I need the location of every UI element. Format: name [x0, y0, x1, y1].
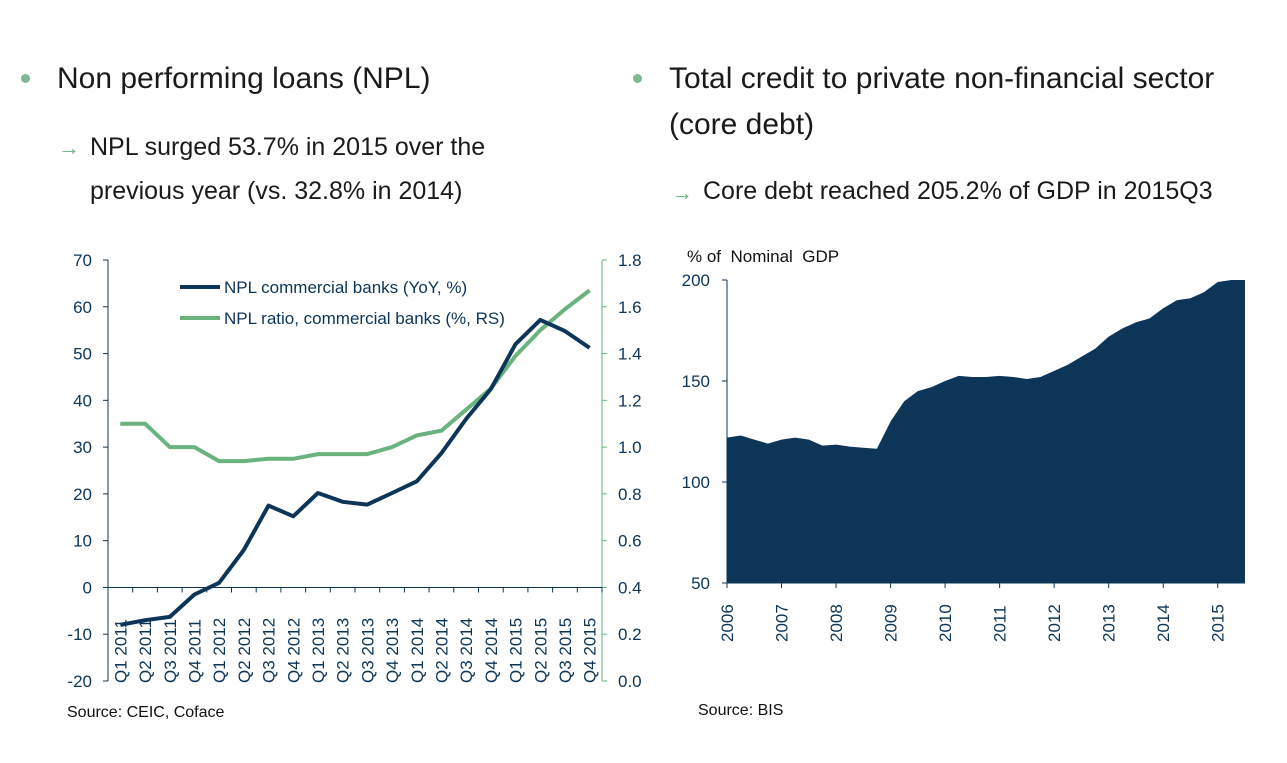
- right-source: Source: BIS: [698, 702, 784, 719]
- series-line-npl-ratio: [120, 288, 591, 464]
- green-dot-icon: [633, 74, 642, 83]
- x-tick-label: Q2 2014: [432, 618, 451, 683]
- y-axis-title: % of Nominal GDP: [687, 247, 839, 266]
- x-tick-label: Q4 2012: [284, 618, 303, 683]
- x-tick-label: Q2 2011: [136, 619, 155, 683]
- left-y-tick-label: 60: [73, 298, 92, 317]
- x-tick-label: Q3 2015: [556, 618, 575, 683]
- y-tick-label: 150: [682, 372, 710, 391]
- left-sub-line1: NPL surged 53.7% in 2015 over the: [90, 133, 486, 161]
- right-y-tick-label: 0.4: [618, 578, 642, 597]
- left-source: Source: CEIC, Coface: [67, 704, 225, 721]
- left-y-tick-label: 10: [73, 532, 92, 551]
- x-tick-label: Q1 2015: [507, 618, 526, 683]
- right-y-tick-label: 1.8: [618, 251, 642, 270]
- right-y-tick-label: 1.6: [618, 298, 642, 317]
- x-tick-label: Q3 2011: [161, 619, 180, 683]
- x-tick-label: Q1 2012: [210, 618, 229, 683]
- x-tick-label: 2006: [718, 604, 737, 642]
- legend-label-npl-ratio: NPL ratio, commercial banks (%, RS): [224, 309, 505, 328]
- x-tick-label: 2013: [1100, 604, 1119, 642]
- x-tick-label: Q4 2011: [185, 619, 204, 683]
- left-y-tick-label: 0: [83, 578, 92, 597]
- right-sub-line1: Core debt reached 205.2% of GDP in 2015Q…: [703, 177, 1213, 205]
- x-tick-label: 2015: [1209, 604, 1228, 642]
- right-y-tick-label: 0.2: [618, 625, 642, 644]
- x-tick-label: Q4 2014: [482, 618, 501, 683]
- right-y-tick-label: 1.4: [618, 345, 642, 364]
- left-y-tick-label: -20: [67, 672, 92, 691]
- arrow-right-icon: →: [58, 135, 80, 160]
- x-tick-label: Q1 2013: [309, 618, 328, 683]
- x-tick-label: Q4 2015: [581, 618, 600, 683]
- x-tick-label: 2014: [1154, 604, 1173, 642]
- x-tick-label: Q3 2014: [457, 618, 476, 683]
- x-tick-label: Q1 2011: [111, 619, 130, 683]
- x-tick-label: Q2 2015: [531, 618, 550, 683]
- arrow-right-icon: →: [671, 180, 693, 205]
- left-y-tick-label: 40: [73, 391, 92, 410]
- x-tick-label: Q3 2013: [358, 618, 377, 683]
- y-tick-label: 100: [682, 473, 710, 492]
- core-debt-area: [727, 280, 1245, 583]
- x-tick-label: Q1 2014: [408, 618, 427, 683]
- green-dot-icon: [21, 74, 30, 83]
- x-tick-label: Q2 2013: [334, 618, 353, 683]
- left-y-tick-label: 70: [73, 251, 92, 270]
- left-sub-line2: previous year (vs. 32.8% in 2014): [90, 177, 463, 205]
- x-tick-label: 2010: [936, 604, 955, 642]
- right-y-tick-label: 1.0: [618, 438, 642, 457]
- x-tick-label: Q3 2012: [260, 618, 279, 683]
- x-tick-label: 2011: [991, 605, 1010, 642]
- left-y-tick-label: 20: [73, 485, 92, 504]
- y-tick-label: 200: [682, 271, 710, 290]
- y-tick-label: 50: [691, 574, 710, 593]
- right-y-tick-label: 0.6: [618, 532, 642, 551]
- left-y-tick-label: 30: [73, 438, 92, 457]
- right-y-tick-label: 1.2: [618, 391, 642, 410]
- x-tick-label: 2008: [827, 604, 846, 642]
- series-line-npl-yoy: [119, 317, 591, 627]
- legend-label-npl-yoy: NPL commercial banks (YoY, %): [224, 278, 467, 297]
- x-tick-label: Q2 2012: [235, 618, 254, 683]
- left-y-tick-label: -10: [67, 625, 92, 644]
- left-heading: Non performing loans (NPL): [57, 62, 431, 95]
- right-y-tick-label: 0.8: [618, 485, 642, 504]
- right-heading-line2: (core debt): [669, 108, 815, 141]
- x-tick-label: 2012: [1045, 604, 1064, 642]
- x-tick-label: 2009: [882, 604, 901, 642]
- x-tick-label: 2007: [773, 604, 792, 642]
- x-tick-label: Q4 2013: [383, 618, 402, 683]
- right-y-tick-label: 0.0: [618, 672, 642, 691]
- right-heading-line1: Total credit to private non-financial se…: [669, 62, 1215, 95]
- left-y-tick-label: 50: [73, 345, 92, 364]
